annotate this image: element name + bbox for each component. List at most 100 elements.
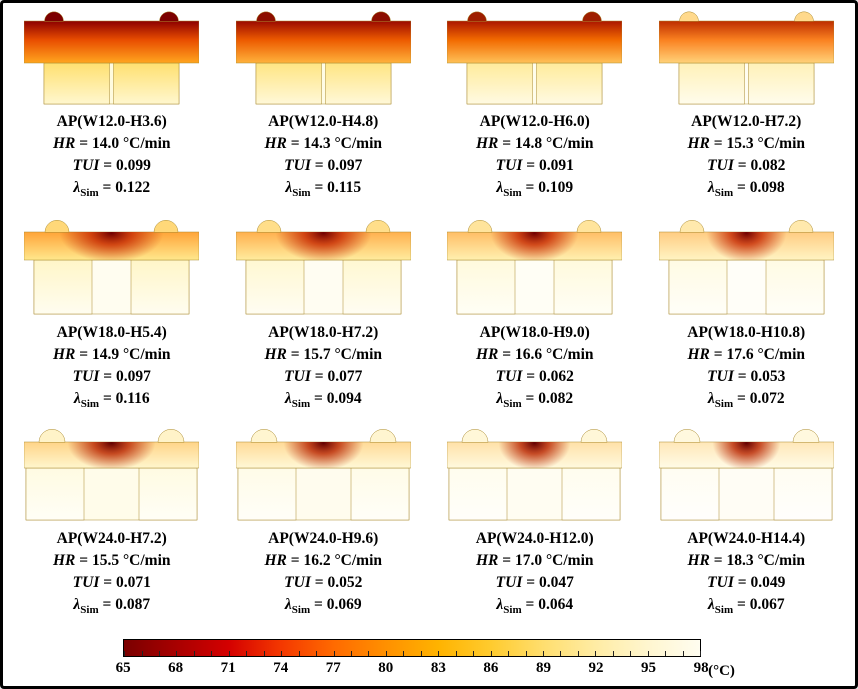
panel-lambda-line: λSim = 0.116	[73, 390, 150, 411]
panel-lambda-line: λSim = 0.067	[707, 596, 785, 617]
panel: AP(W12.0-H6.0) HR = 14.8 °C/min TUI = 0.09…	[430, 11, 640, 204]
panel-tui-line: TUI = 0.097	[72, 368, 151, 386]
panel: AP(W18.0-H9.0) HR = 16.6 °C/min TUI = 0.06…	[430, 217, 640, 415]
colorbar-minor-tick	[490, 651, 492, 657]
colorbar-minor-tick	[246, 651, 248, 657]
colorbar: 65 68 71 74 77 80 83 86 89 92 95 98 (°C)	[7, 639, 851, 681]
colorbar-minor-tick	[630, 651, 632, 657]
panel-tui-line: TUI = 0.052	[284, 574, 363, 592]
colorbar-minor-tick	[228, 651, 230, 657]
panel-hr-line: HR = 17.0 °C/min	[475, 552, 594, 570]
panel-lambda-line: λSim = 0.082	[496, 390, 574, 411]
colorbar-minor-tick	[438, 651, 440, 657]
heatmap-svg	[447, 11, 623, 105]
panel-lambda-line: λSim = 0.109	[496, 179, 574, 200]
panel-title: AP(W24.0-H9.6)	[268, 530, 379, 548]
panel: AP(W24.0-H14.4) HR = 18.3 °C/min TUI = 0.0…	[642, 428, 852, 621]
colorbar-minor-tick	[385, 651, 387, 657]
panel-hr-line: HR = 14.9 °C/min	[52, 346, 171, 364]
panel-tui-line: TUI = 0.097	[284, 157, 363, 174]
colorbar-gradient	[123, 639, 702, 658]
panel: AP(W12.0-H4.8) HR = 14.3 °C/min TUI = 0.09…	[219, 11, 429, 204]
panel-title: AP(W24.0-H7.2)	[56, 530, 167, 548]
panel-caption: AP(W18.0-H7.2) HR = 15.7 °C/min TUI = 0.07…	[264, 322, 382, 415]
colorbar-tick-label: 68	[168, 660, 184, 677]
panel-tui-line: TUI = 0.053	[707, 368, 786, 386]
panel-caption: AP(W18.0-H10.8) HR = 17.6 °C/min TUI = 0.0…	[687, 322, 805, 415]
panel-tui-line: TUI = 0.099	[72, 157, 151, 174]
panel-lambda-line: λSim = 0.064	[496, 596, 574, 617]
colorbar-minor-tick	[577, 651, 579, 657]
colorbar-minor-tick	[542, 651, 544, 657]
colorbar-tick-label: 98	[693, 660, 709, 677]
panel-lambda-line: λSim = 0.115	[285, 179, 362, 200]
panel-lambda-line: λSim = 0.122	[73, 179, 151, 200]
heatmap-svg	[658, 11, 834, 105]
panel-tui-line: TUI = 0.091	[495, 157, 574, 174]
colorbar-minor-tick	[665, 651, 667, 657]
panel-title: AP(W12.0-H6.0)	[479, 113, 590, 130]
panel-caption: AP(W18.0-H9.0) HR = 16.6 °C/min TUI = 0.06…	[476, 322, 594, 415]
panel-caption: AP(W24.0-H9.6) HR = 16.2 °C/min TUI = 0.05…	[264, 528, 382, 621]
colorbar-tick-label: 92	[588, 660, 604, 677]
panel-hr-line: HR = 15.3 °C/min	[687, 135, 806, 152]
panel-caption: AP(W12.0-H6.0) HR = 14.8 °C/min TUI = 0.09…	[476, 111, 594, 204]
colorbar-minor-tick	[368, 651, 370, 657]
colorbar-minor-tick	[176, 651, 178, 657]
heatmap	[447, 11, 623, 106]
panel-lambda-line: λSim = 0.072	[707, 390, 785, 411]
colorbar-minor-tick	[595, 651, 597, 657]
colorbar-unit-label: (°C)	[708, 663, 735, 680]
panel-caption: AP(W24.0-H14.4) HR = 18.3 °C/min TUI = 0.0…	[687, 528, 805, 621]
panel: AP(W18.0-H5.4) HR = 14.9 °C/min TUI = 0.09…	[7, 217, 217, 415]
panel-hr-line: HR = 15.5 °C/min	[52, 552, 171, 570]
colorbar-minor-tick	[298, 651, 300, 657]
colorbar-tick-label: 74	[273, 660, 289, 677]
colorbar-tick-label: 71	[220, 660, 236, 677]
colorbar-minor-tick	[316, 651, 318, 657]
panel-grid: AP(W12.0-H3.6) HR = 14.0 °C/min TUI = 0.09…	[7, 11, 851, 621]
panel-hr-line: HR = 18.3 °C/min	[687, 552, 805, 570]
colorbar-minor-tick	[612, 651, 614, 657]
panel-hr-line: HR = 16.6 °C/min	[475, 346, 594, 364]
panel-title: AP(W18.0-H9.0)	[479, 324, 590, 342]
colorbar-minor-tick	[333, 651, 335, 657]
panel-hr-line: HR = 14.0 °C/min	[52, 135, 171, 152]
colorbar-minor-tick	[647, 651, 649, 657]
panel-title: AP(W18.0-H10.8)	[687, 324, 806, 342]
heatmap-svg	[235, 11, 411, 105]
panel-lambda-line: λSim = 0.098	[707, 179, 785, 200]
heatmap-svg	[658, 220, 834, 315]
heatmap-svg	[24, 429, 200, 521]
colorbar-minor-tick	[560, 651, 562, 657]
panel-tui-line: TUI = 0.071	[72, 574, 151, 592]
colorbar-minor-tick	[141, 651, 143, 657]
panel: AP(W18.0-H7.2) HR = 15.7 °C/min TUI = 0.07…	[219, 217, 429, 415]
panel-lambda-line: λSim = 0.087	[73, 596, 151, 617]
panel: AP(W24.0-H7.2) HR = 15.5 °C/min TUI = 0.07…	[7, 428, 217, 621]
heatmap	[235, 217, 411, 317]
colorbar-tick-label: 80	[378, 660, 394, 677]
panel: AP(W18.0-H10.8) HR = 17.6 °C/min TUI = 0.0…	[642, 217, 852, 415]
panel: AP(W24.0-H9.6) HR = 16.2 °C/min TUI = 0.05…	[219, 428, 429, 621]
heatmap-svg	[447, 220, 623, 315]
panel-caption: AP(W18.0-H5.4) HR = 14.9 °C/min TUI = 0.09…	[53, 322, 171, 415]
colorbar-minor-tick	[420, 651, 422, 657]
panel-caption: AP(W24.0-H12.0) HR = 17.0 °C/min TUI = 0.0…	[476, 528, 594, 621]
colorbar-minor-tick	[281, 651, 283, 657]
heatmap-svg	[658, 429, 834, 521]
panel-hr-line: HR = 15.7 °C/min	[264, 346, 383, 364]
heatmap	[24, 428, 200, 523]
heatmap-svg	[447, 429, 623, 521]
panel-title: AP(W18.0-H5.4)	[56, 324, 167, 342]
heatmap-svg	[24, 11, 200, 105]
colorbar-tick-label: 95	[641, 660, 657, 677]
panel-lambda-line: λSim = 0.069	[284, 596, 362, 617]
panel: AP(W12.0-H7.2) HR = 15.3 °C/min TUI = 0.08…	[642, 11, 852, 204]
colorbar-minor-tick	[700, 651, 702, 657]
colorbar-minor-tick	[158, 651, 160, 657]
heatmap-svg	[235, 220, 411, 315]
colorbar-minor-tick	[211, 651, 213, 657]
panel-hr-line: HR = 17.6 °C/min	[687, 346, 805, 364]
heatmap	[235, 428, 411, 523]
